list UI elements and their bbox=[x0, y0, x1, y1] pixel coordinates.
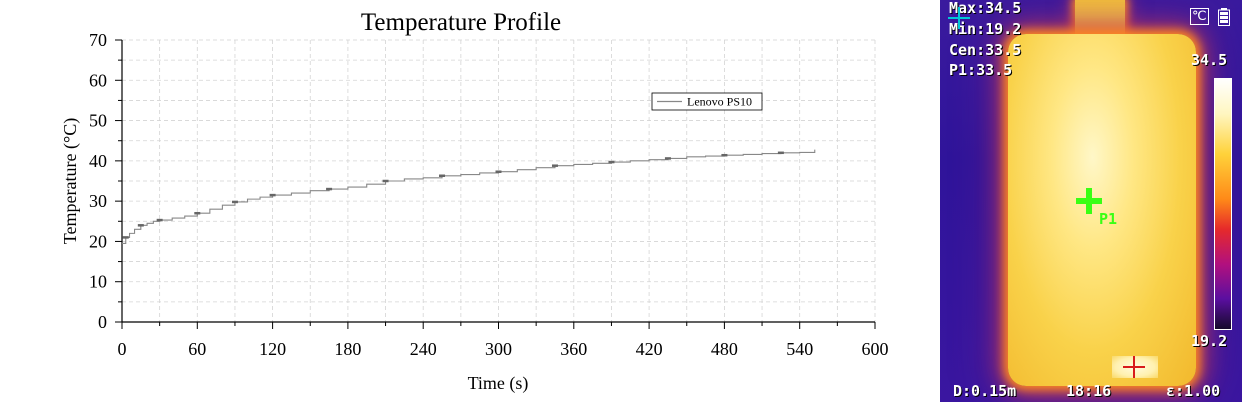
min-readout: Min:19.2 bbox=[949, 20, 1022, 38]
distance-readout: D:0.15m bbox=[953, 382, 1017, 400]
legend-box bbox=[651, 92, 763, 111]
y-tick-label: 0 bbox=[98, 312, 107, 332]
tick-labels: 0 60 120 180 240 300 360 420 480 540 600 0 10 20 30 40 5… bbox=[89, 30, 889, 359]
p1-crosshair-icon bbox=[1076, 188, 1102, 214]
chart-title: Temperature Profile bbox=[361, 9, 561, 36]
axes bbox=[115, 39, 876, 329]
emissivity-readout: ε:1.00 bbox=[1166, 382, 1221, 400]
x-tick-label: 300 bbox=[485, 339, 512, 359]
x-tick-label: 540 bbox=[786, 339, 813, 359]
x-tick-label: 360 bbox=[560, 339, 587, 359]
x-tick-label: 0 bbox=[118, 339, 127, 359]
legend: Lenovo PS10 bbox=[651, 92, 763, 111]
y-tick-label: 10 bbox=[89, 272, 107, 292]
device-body bbox=[1008, 34, 1196, 386]
legend-label: Lenovo PS10 bbox=[687, 95, 752, 109]
temperature-chart: Temperature Profile 0 60 120 180 240 300 360 42… bbox=[60, 9, 889, 394]
device-connector bbox=[1075, 0, 1125, 40]
x-tick-label: 480 bbox=[711, 339, 738, 359]
scale-min-label: 19.2 bbox=[1191, 332, 1228, 350]
min-crosshair-icon bbox=[1123, 356, 1145, 378]
temperature-colorbar bbox=[1214, 78, 1232, 330]
grid-lines bbox=[122, 39, 876, 322]
p1-marker-label: P1 bbox=[1099, 210, 1118, 228]
y-tick-label: 60 bbox=[89, 70, 107, 90]
time-readout: 18:16 bbox=[1066, 382, 1112, 400]
y-tick-label: 50 bbox=[89, 111, 107, 131]
y-axis-label: Temperature (°C) bbox=[60, 118, 81, 244]
y-tick-label: 20 bbox=[89, 231, 107, 251]
y-tick-label: 40 bbox=[89, 151, 107, 171]
y-tick-label: 70 bbox=[89, 30, 107, 50]
x-tick-label: 240 bbox=[410, 339, 437, 359]
battery-icon bbox=[1218, 8, 1230, 26]
x-tick-label: 600 bbox=[862, 339, 889, 359]
max-crosshair-icon bbox=[948, 7, 970, 29]
x-tick-label: 60 bbox=[188, 339, 206, 359]
chart-svg: Temperature Profile 0 60 120 180 240 300 360 42… bbox=[60, 9, 889, 394]
x-tick-label: 120 bbox=[259, 339, 286, 359]
x-tick-label: 180 bbox=[334, 339, 361, 359]
series-line bbox=[122, 149, 816, 244]
scale-max-label: 34.5 bbox=[1191, 51, 1228, 69]
p1-readout: P1:33.5 bbox=[949, 61, 1013, 79]
cen-readout: Cen:33.5 bbox=[949, 41, 1022, 59]
series-lines bbox=[122, 149, 816, 244]
y-tick-label: 30 bbox=[89, 191, 107, 211]
x-tick-label: 420 bbox=[636, 339, 663, 359]
max-readout: Max:34.5 bbox=[949, 0, 1022, 17]
celsius-icon: ℃ bbox=[1190, 8, 1209, 25]
x-axis-label: Time (s) bbox=[468, 373, 529, 394]
